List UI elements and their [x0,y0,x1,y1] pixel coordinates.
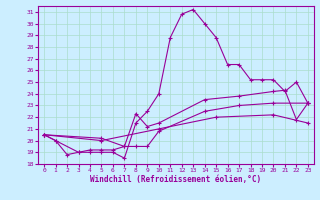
X-axis label: Windchill (Refroidissement éolien,°C): Windchill (Refroidissement éolien,°C) [91,175,261,184]
